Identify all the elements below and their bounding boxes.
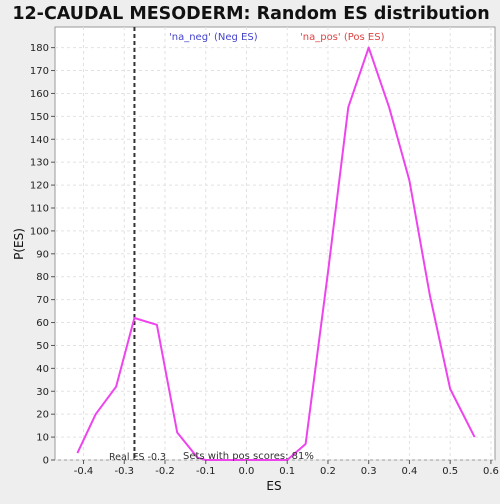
y-tick-label: 90 <box>36 249 49 260</box>
x-tick-label: -0.4 <box>74 466 94 477</box>
y-tick-label: 0 <box>43 456 49 467</box>
y-tick-label: 100 <box>30 226 49 237</box>
y-tick-label: 160 <box>30 89 49 100</box>
x-tick-label: -0.2 <box>155 466 175 477</box>
y-tick-label: 130 <box>30 158 49 169</box>
y-tick-label: 40 <box>36 364 49 375</box>
y-tick-label: 80 <box>36 272 49 283</box>
pos-scores-label: Sets with pos scores: 81% <box>183 451 314 462</box>
y-tick-label: 120 <box>30 181 49 192</box>
x-axis-label: ES <box>266 479 281 493</box>
y-tick-label: 20 <box>36 410 49 421</box>
y-tick-label: 50 <box>36 341 49 352</box>
y-tick-label: 60 <box>36 318 49 329</box>
y-tick-label: 140 <box>30 135 49 146</box>
y-axis-label: P(ES) <box>12 228 26 260</box>
x-tick-label: -0.1 <box>196 466 216 477</box>
x-tick-label: 0.0 <box>239 466 255 477</box>
neg-es-label: 'na_neg' (Neg ES) <box>169 32 258 43</box>
x-tick-label: 0.1 <box>279 466 295 477</box>
x-tick-label: -0.3 <box>115 466 135 477</box>
axes: 0 10 20 30 40 50 60 70 80 90 100 110 120 130 140 150 160… <box>30 43 499 477</box>
x-tick-label: 0.2 <box>320 466 336 477</box>
x-tick-label: 0.4 <box>401 466 417 477</box>
y-tick-label: 170 <box>30 66 49 77</box>
y-tick-label: 70 <box>36 295 49 306</box>
real-es-label: Real ES -0.3 <box>109 452 166 463</box>
grid <box>55 27 495 461</box>
x-tick-label: 0.6 <box>483 466 499 477</box>
plot-area <box>54 26 496 461</box>
x-tick-label: 0.3 <box>361 466 377 477</box>
y-tick-label: 10 <box>36 433 49 444</box>
chart-title: 12-CAUDAL MESODERM: Random ES distributi… <box>12 4 489 24</box>
y-tick-label: 150 <box>30 112 49 123</box>
pos-es-label: 'na_pos' (Pos ES) <box>300 32 385 43</box>
y-tick-label: 110 <box>30 203 49 214</box>
y-tick-label: 30 <box>36 387 49 398</box>
x-tick-label: 0.5 <box>442 466 458 477</box>
y-tick-label: 180 <box>30 43 49 54</box>
